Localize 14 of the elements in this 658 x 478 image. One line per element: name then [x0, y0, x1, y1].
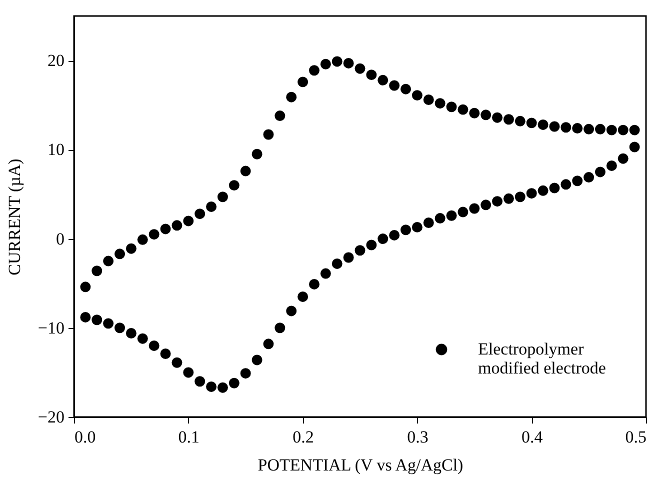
x-tick-label: 0.0: [74, 428, 96, 446]
y-tick-label: 20: [48, 51, 64, 70]
y-tick-label: −20: [38, 408, 64, 426]
x-tick-label: 0.3: [407, 428, 428, 446]
y-tick-label: 0: [56, 229, 64, 248]
legend-label: Electropolymer modified electrode: [478, 340, 606, 378]
x-tick-label: 0.1: [178, 428, 200, 446]
x-tick-label: 0.4: [521, 428, 544, 446]
x-tick-label: 0.5: [625, 428, 646, 446]
x-tick-label: 0.2: [292, 428, 314, 446]
y-axis-title: CURRENT (µA): [4, 158, 24, 276]
y-tick-label: −10: [38, 318, 64, 338]
y-tick-label: 10: [48, 140, 64, 160]
x-axis-title: POTENTIAL (V vs Ag/AgCl): [258, 456, 464, 474]
